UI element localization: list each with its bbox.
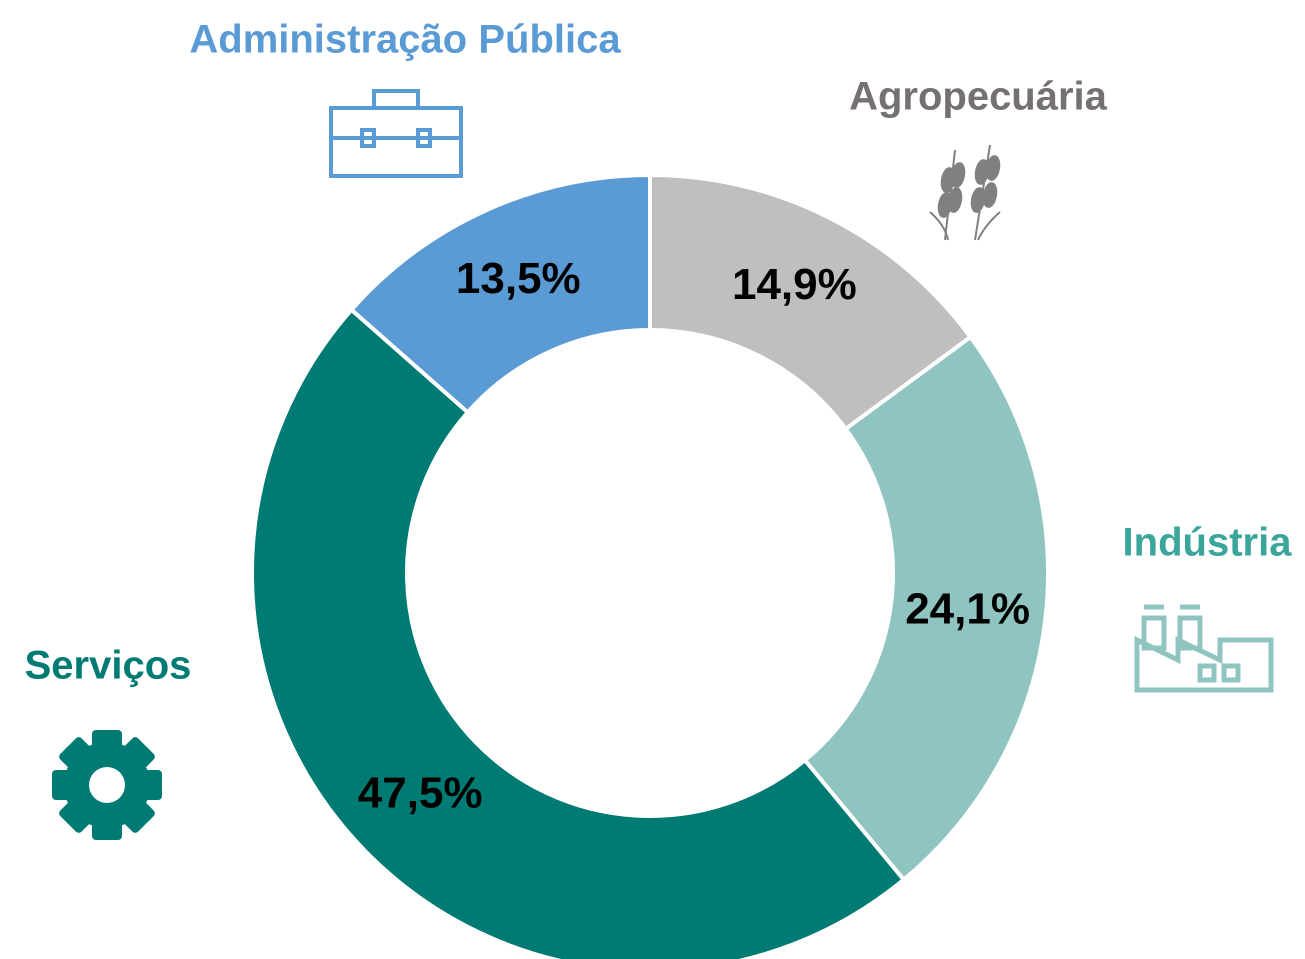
value-label: 24,1% [905, 585, 1030, 634]
donut-slice [348, 172, 652, 416]
category-label: Indústria [1123, 521, 1293, 565]
value-label: 14,9% [732, 260, 857, 309]
category-label: Administração Pública [189, 18, 621, 62]
value-label: 13,5% [456, 254, 581, 303]
donut-slice [648, 172, 974, 432]
icon-gear [52, 730, 162, 840]
value-label: 47,5% [358, 768, 483, 817]
category-label: Serviços [25, 644, 192, 688]
donut-slice [250, 306, 907, 959]
icon-briefcase [329, 89, 463, 178]
icon-factory [1134, 604, 1274, 693]
category-label: Agropecuária [849, 75, 1108, 119]
icon-wheat [929, 144, 1001, 241]
donut-slice [802, 334, 1050, 883]
